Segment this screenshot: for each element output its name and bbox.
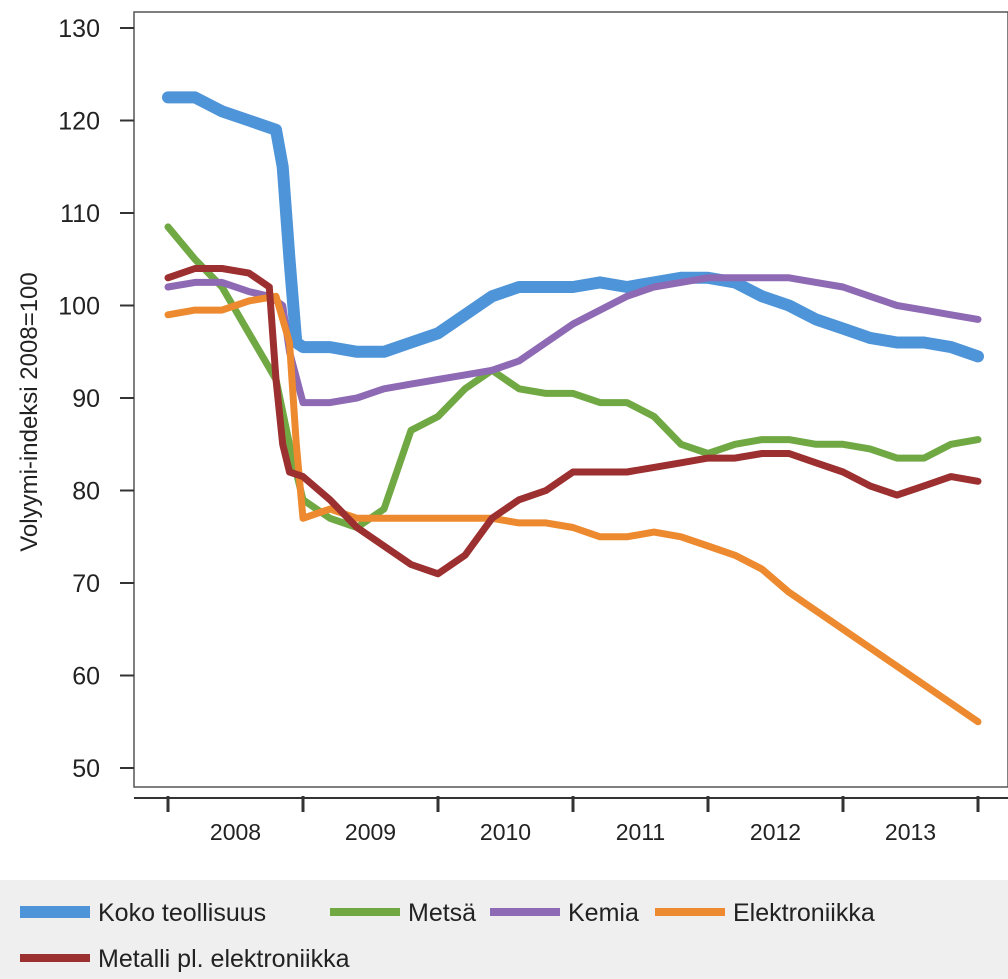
y-tick-label: 90 (72, 385, 100, 413)
legend-label: Elektroniikka (733, 899, 875, 927)
series-line-mets- (164, 223, 982, 531)
legend-item: Metsä (330, 899, 476, 927)
legend-item: Elektroniikka (655, 899, 875, 927)
y-tick-label: 110 (60, 200, 100, 228)
y-tick-label: 60 (72, 663, 100, 691)
x-tick-label: 2011 (616, 819, 665, 845)
x-tick-label: 2008 (210, 819, 261, 845)
axes: 50 60 70 80 90 100 110 120 130 2008 2009 2010 2011 20… (58, 15, 1008, 845)
legend-label: Koko teollisuus (98, 899, 266, 927)
legend-background (0, 880, 1008, 979)
legend-item: Koko teollisuus (20, 899, 266, 927)
plot-border (133, 11, 1008, 788)
legend-label: Metalli pl. elektroniikka (98, 945, 350, 973)
series-line-koko-teollisuus (162, 91, 984, 363)
series-line-elektroniikka (164, 292, 982, 726)
y-tick-label: 70 (72, 570, 100, 598)
legend-label: Kemia (568, 899, 639, 927)
legend: Koko teollisuus Metsä Kemia Elektroniikka Me… (20, 899, 875, 973)
x-tick-label: 2012 (750, 819, 801, 845)
y-tick-label: 100 (58, 293, 100, 321)
series-line-metalli-pl-elektroniikka (164, 265, 982, 578)
y-axis-label: Volyymi-indeksi 2008=100 (16, 272, 43, 552)
legend-label: Metsä (408, 899, 476, 927)
y-tick-label: 50 (72, 755, 100, 783)
y-tick-label: 130 (58, 15, 100, 43)
legend-item: Metalli pl. elektroniikka (20, 945, 350, 973)
x-tick-label: 2013 (885, 819, 936, 845)
series-lines (162, 91, 984, 726)
y-tick-label: 120 (58, 108, 100, 136)
y-tick-label: 80 (72, 478, 100, 506)
legend-item: Kemia (490, 899, 639, 927)
x-tick-label: 2010 (480, 819, 531, 845)
x-tick-label: 2009 (345, 819, 396, 845)
